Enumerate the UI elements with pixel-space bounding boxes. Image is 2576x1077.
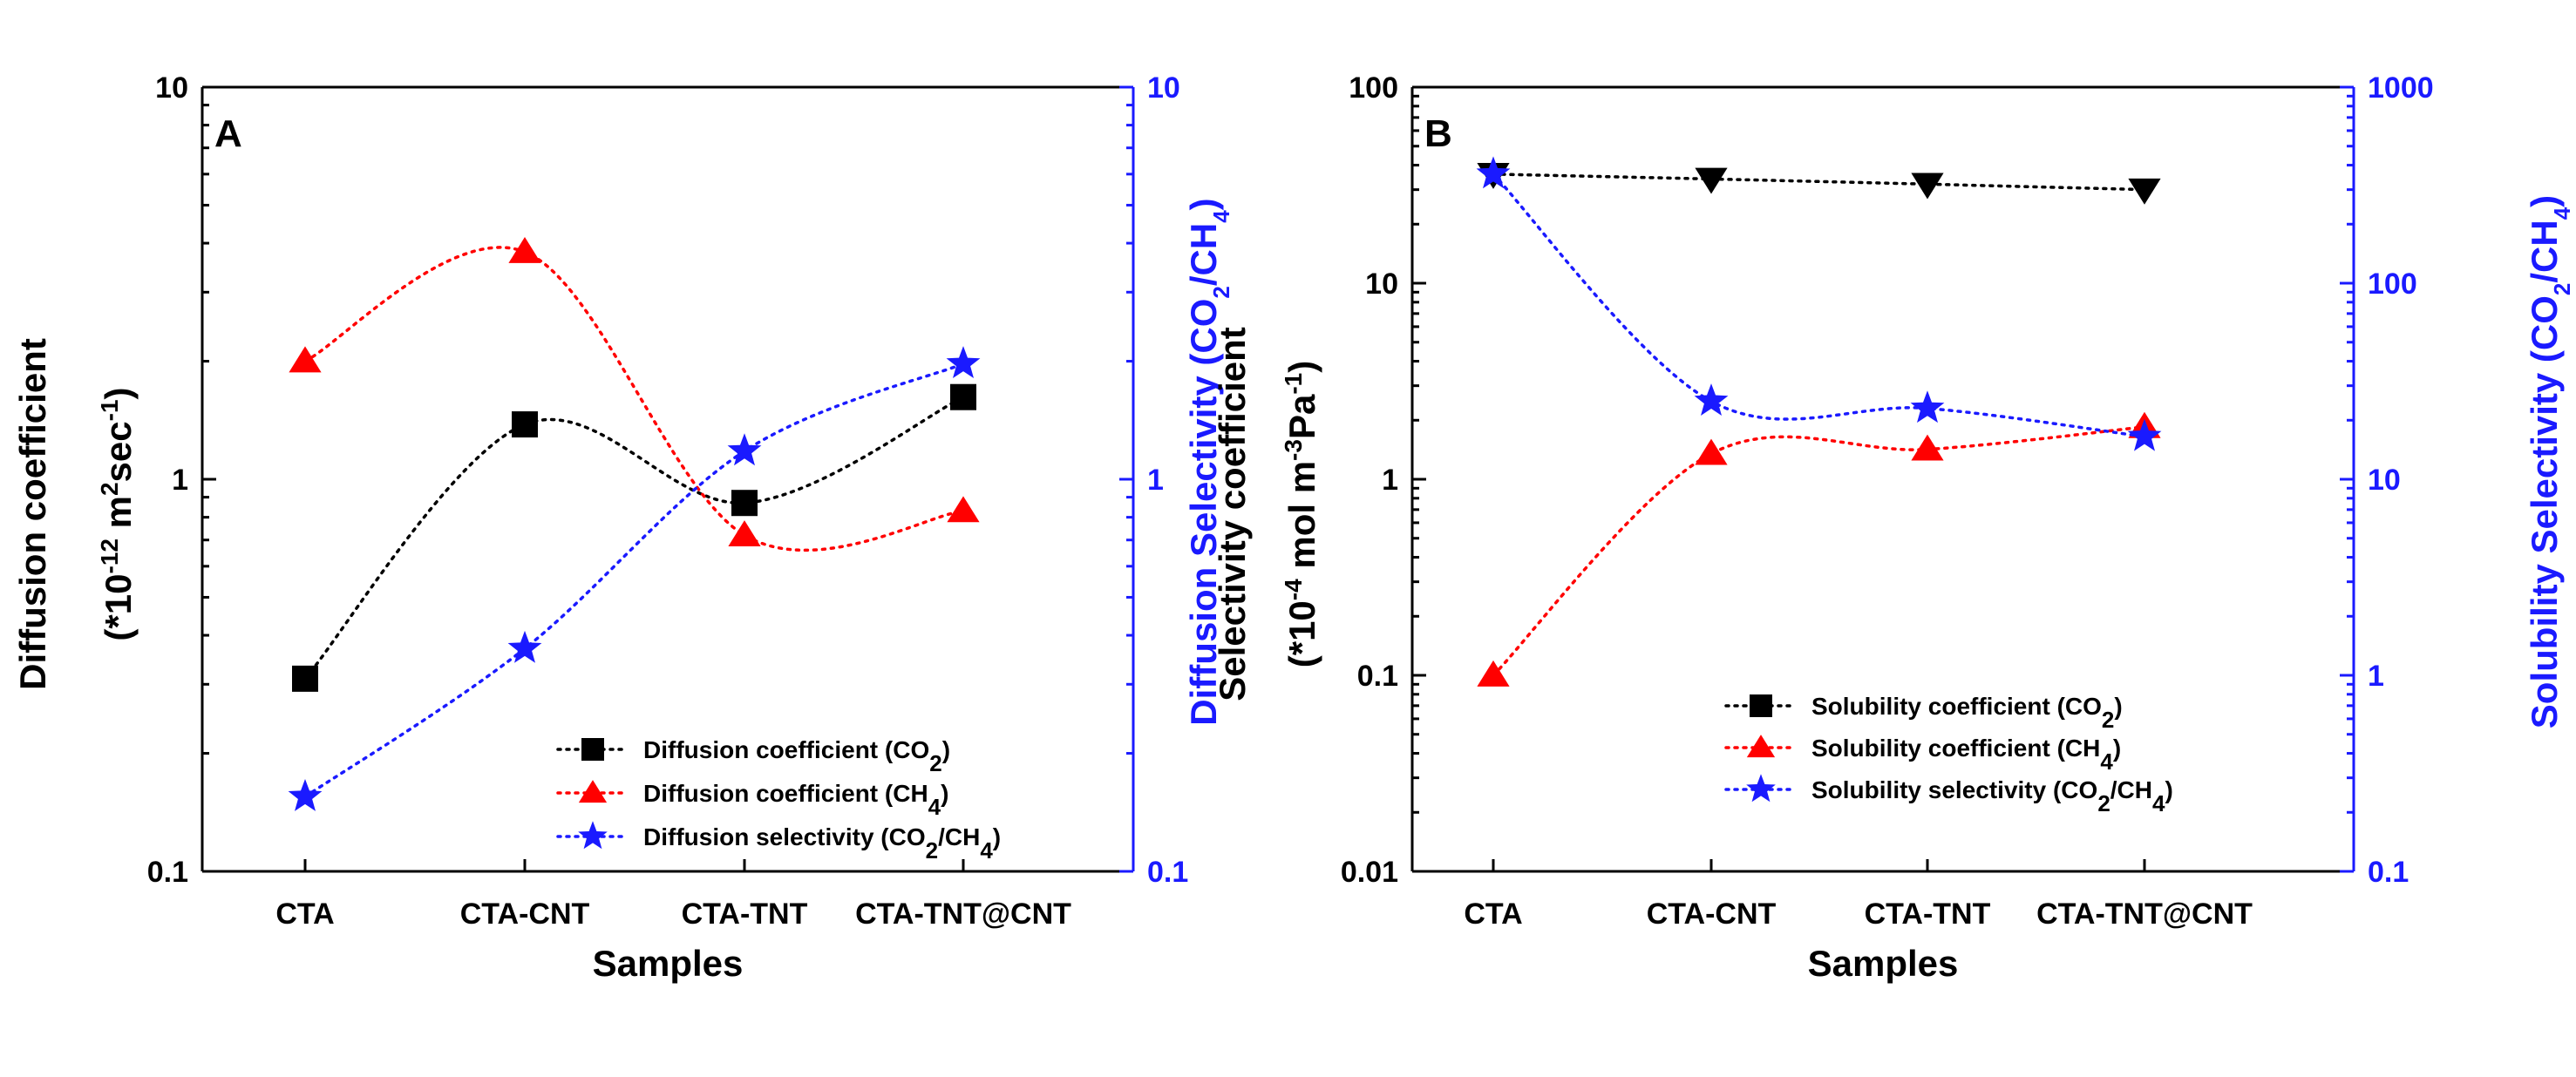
legend-label: Solubility coefficient (CO2) bbox=[1811, 693, 2123, 733]
right-tick-label: 100 bbox=[2368, 268, 2417, 301]
data-point bbox=[1477, 660, 1510, 687]
data-point bbox=[946, 346, 981, 378]
y-axis-units: (*10-12 m2sec-1) bbox=[96, 387, 139, 640]
data-point bbox=[1695, 167, 1728, 194]
data-point bbox=[1476, 156, 1511, 189]
trend-line bbox=[1492, 173, 2146, 438]
right-tick-label: 10 bbox=[2368, 464, 2401, 497]
y-axis-title: Selectivity coefficient bbox=[1212, 327, 1253, 701]
data-point bbox=[2128, 178, 2161, 205]
data-point bbox=[2127, 418, 2162, 451]
x-tick-label: CTA-TNT bbox=[682, 898, 808, 931]
panel-a: 0.1 1 10 0.1 1 10 CTA CTA-CNT CTA-TNT CTA-TNT@CNT… bbox=[12, 71, 1234, 984]
x-axis-title: Samples bbox=[1808, 943, 1959, 984]
series-2 bbox=[288, 346, 981, 811]
data-point bbox=[1910, 390, 1945, 423]
x-tick-label: CTA-TNT@CNT bbox=[855, 898, 1071, 931]
series-0 bbox=[292, 383, 976, 692]
x-tick-label: CTA bbox=[275, 898, 334, 931]
legend-marker bbox=[1746, 735, 1776, 758]
right-tick-label: 1 bbox=[1147, 464, 1164, 497]
trend-line bbox=[303, 395, 965, 681]
left-tick-label: 10 bbox=[1365, 268, 1398, 301]
data-point bbox=[731, 490, 758, 517]
data-point bbox=[950, 383, 976, 410]
left-tick-label: 0.1 bbox=[147, 856, 188, 889]
y2-axis-title: Solubility Selectivity (CO2/CH4) bbox=[2524, 195, 2575, 728]
series-0 bbox=[1477, 163, 2161, 205]
left-tick-label: 1 bbox=[1382, 464, 1398, 497]
data-point bbox=[507, 630, 542, 663]
left-tick-label: 0.01 bbox=[1341, 856, 1398, 889]
legend-marker bbox=[1746, 774, 1776, 803]
legend: Diffusion coefficient (CO2)Diffusion coe… bbox=[556, 736, 1001, 864]
legend-marker bbox=[578, 821, 608, 850]
legend-label: Diffusion selectivity (CO2/CH4) bbox=[643, 823, 1001, 864]
x-tick-label: CTA-CNT bbox=[1647, 898, 1777, 931]
data-point bbox=[1695, 438, 1728, 465]
data-point bbox=[1911, 173, 1944, 200]
right-tick-label: 0.1 bbox=[2368, 856, 2409, 889]
legend: Solubility coefficient (CO2)Solubility c… bbox=[1724, 693, 2173, 816]
right-tick-label: 1 bbox=[2368, 660, 2384, 693]
trend-line bbox=[303, 362, 965, 799]
panel-label: A bbox=[214, 112, 242, 155]
legend-label: Solubility selectivity (CO2/CH4) bbox=[1811, 776, 2173, 816]
series-1 bbox=[289, 236, 980, 552]
x-tick-label: CTA bbox=[1464, 898, 1522, 931]
right-tick-label: 0.1 bbox=[1147, 856, 1188, 889]
data-point bbox=[728, 520, 761, 547]
right-tick-label: 1000 bbox=[2368, 71, 2434, 105]
legend-marker bbox=[578, 780, 608, 803]
legend-label: Diffusion coefficient (CH4) bbox=[643, 780, 948, 820]
x-tick-label: CTA-TNT@CNT bbox=[2036, 898, 2253, 931]
left-tick-label: 100 bbox=[1349, 71, 1398, 105]
data-point bbox=[727, 433, 762, 466]
legend-marker bbox=[1750, 694, 1772, 717]
x-tick-label: CTA-TNT bbox=[1865, 898, 1991, 931]
data-point bbox=[289, 346, 322, 373]
left-tick-label: 10 bbox=[155, 71, 188, 105]
data-point bbox=[512, 411, 538, 438]
left-tick-label: 1 bbox=[172, 464, 188, 497]
series-1 bbox=[1477, 411, 2161, 687]
data-point bbox=[947, 496, 980, 523]
legend-marker bbox=[581, 738, 604, 761]
y-axis-title: Diffusion coefficient bbox=[12, 338, 53, 690]
data-point bbox=[1694, 383, 1729, 416]
x-tick-label: CTA-CNT bbox=[460, 898, 590, 931]
y2-axis-title: Diffusion Selectivity (CO2/CH4) bbox=[1183, 198, 1234, 725]
legend-label: Diffusion coefficient (CO2) bbox=[643, 736, 950, 776]
left-tick-label: 0.1 bbox=[1357, 660, 1398, 693]
trend-line bbox=[303, 246, 965, 552]
series-2 bbox=[1476, 156, 2162, 451]
panel-b: 0.01 0.1 1 10 100 0.1 1 10 100 1000 CTA CTA-CNT CTA-… bbox=[1212, 71, 2575, 984]
x-axis-title: Samples bbox=[593, 943, 744, 984]
right-tick-label: 10 bbox=[1147, 71, 1180, 105]
data-point bbox=[1911, 434, 1944, 461]
data-point bbox=[292, 665, 318, 692]
trend-line bbox=[1492, 425, 2146, 677]
panel-label: B bbox=[1424, 112, 1452, 155]
trend-line bbox=[1492, 173, 2146, 192]
data-point bbox=[508, 236, 541, 263]
legend-label: Solubility coefficient (CH4) bbox=[1811, 735, 2121, 775]
y-axis-units: (*10-4 mol m-3Pa-1) bbox=[1280, 361, 1323, 668]
data-point bbox=[288, 779, 323, 811]
